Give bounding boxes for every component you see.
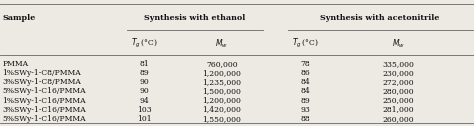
Text: 1%SWy-1-C16/PMMA: 1%SWy-1-C16/PMMA	[2, 97, 86, 105]
Text: 1,420,000: 1,420,000	[202, 106, 241, 114]
Text: 93: 93	[301, 106, 310, 114]
Text: 90: 90	[140, 87, 149, 96]
Text: 760,000: 760,000	[206, 60, 237, 68]
Text: 103: 103	[137, 106, 152, 114]
Text: Synthesis with ethanol: Synthesis with ethanol	[144, 14, 245, 22]
Text: $M_w$: $M_w$	[392, 37, 405, 50]
Text: 5%SWy-1-C16/PMMA: 5%SWy-1-C16/PMMA	[2, 115, 86, 123]
Text: 260,000: 260,000	[383, 115, 414, 123]
Text: 89: 89	[140, 69, 149, 77]
Text: $M_w$: $M_w$	[215, 37, 228, 50]
Text: 272,000: 272,000	[383, 78, 414, 86]
Text: 335,000: 335,000	[382, 60, 414, 68]
Text: Sample: Sample	[2, 14, 36, 22]
Text: 94: 94	[140, 97, 149, 105]
Text: 1%SWy-1-C8/PMMA: 1%SWy-1-C8/PMMA	[2, 69, 81, 77]
Text: Synthesis with acetonitrile: Synthesis with acetonitrile	[319, 14, 439, 22]
Text: 250,000: 250,000	[383, 97, 414, 105]
Text: 86: 86	[301, 69, 310, 77]
Text: 101: 101	[137, 115, 152, 123]
Text: 1,200,000: 1,200,000	[202, 97, 241, 105]
Text: PMMA: PMMA	[2, 60, 28, 68]
Text: 1,200,000: 1,200,000	[202, 69, 241, 77]
Text: $T_g\!$ (°C): $T_g\!$ (°C)	[131, 37, 158, 50]
Text: 90: 90	[140, 78, 149, 86]
Text: 84: 84	[301, 87, 310, 96]
Text: 280,000: 280,000	[383, 87, 414, 96]
Text: 5%SWy-1-C16/PMMA: 5%SWy-1-C16/PMMA	[2, 87, 86, 96]
Text: 84: 84	[301, 78, 310, 86]
Text: 81: 81	[140, 60, 149, 68]
Text: 1,500,000: 1,500,000	[202, 87, 241, 96]
Text: 89: 89	[301, 97, 310, 105]
Text: 230,000: 230,000	[383, 69, 414, 77]
Text: $T_g\!$ (°C): $T_g\!$ (°C)	[292, 37, 319, 50]
Text: 88: 88	[301, 115, 310, 123]
Text: 3%SWy-1-C16/PMMA: 3%SWy-1-C16/PMMA	[2, 106, 86, 114]
Text: 78: 78	[301, 60, 310, 68]
Text: 281,000: 281,000	[383, 106, 414, 114]
Text: 1,235,000: 1,235,000	[202, 78, 241, 86]
Text: 3%SWy-1-C8/PMMA: 3%SWy-1-C8/PMMA	[2, 78, 81, 86]
Text: 1,550,000: 1,550,000	[202, 115, 241, 123]
